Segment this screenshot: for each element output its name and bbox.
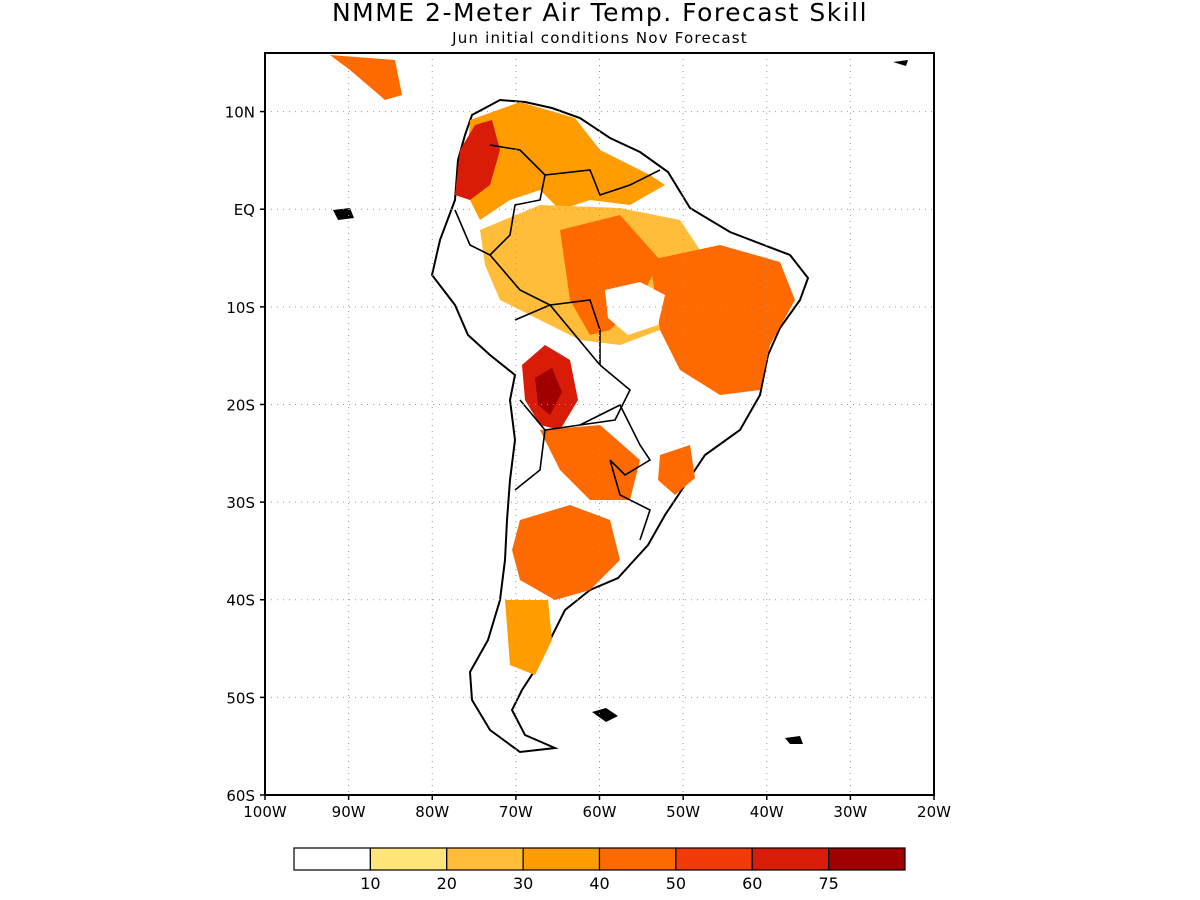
lat-tick-label: 10S <box>226 299 255 317</box>
map-subtitle: Jun initial conditions Nov Forecast <box>452 29 748 47</box>
colorbar-swatch <box>828 847 906 871</box>
skill-patch-cerrado-white <box>605 282 665 335</box>
colorbar-swatch <box>369 847 448 871</box>
skill-patch-argentina <box>512 505 620 600</box>
lon-tick-label: 40W <box>750 803 784 821</box>
country-borders <box>454 144 661 541</box>
colorbar-label: 60 <box>742 874 762 893</box>
colorbar-swatch <box>751 847 830 871</box>
skill-field <box>330 55 908 754</box>
lat-tick-label: 50S <box>226 689 255 707</box>
gridlines <box>265 53 934 795</box>
islands <box>333 60 908 744</box>
skill-patch-andes-north <box>455 120 500 200</box>
lon-tick-label: 50W <box>666 803 700 821</box>
colorbar-label: 75 <box>818 874 838 893</box>
colorbar-label: 10 <box>360 874 380 893</box>
lat-tick-label: 30S <box>226 494 255 512</box>
axes: 100W 90W 80W 70W 60W 50W 40W 30W 20W 10N EQ 10S 20S 3… <box>225 104 951 821</box>
skill-patch-bolivia-core <box>535 368 562 415</box>
lat-tick-label: 40S <box>226 592 255 610</box>
skill-patch-chaco <box>540 425 640 500</box>
skill-patch-central-america <box>330 55 402 100</box>
lat-tick-label: 60S <box>226 787 255 805</box>
lat-tick-label: 10N <box>225 104 255 122</box>
colorbar-swatch <box>446 847 524 871</box>
colorbar-label: 40 <box>589 874 609 893</box>
map-title: NMME 2-Meter Air Temp. Forecast Skill <box>331 0 869 27</box>
lon-tick-label: 80W <box>415 803 449 821</box>
skill-patch-brazil-east <box>650 245 795 395</box>
colorbar-label: 30 <box>513 874 533 893</box>
colorbar-swatch <box>675 847 753 871</box>
lat-tick-label: 20S <box>226 396 255 414</box>
colorbar-swatch <box>522 847 601 871</box>
skill-patch-southeast <box>658 445 695 495</box>
lon-tick-label: 90W <box>332 803 366 821</box>
colorbar-label: 50 <box>666 874 686 893</box>
lon-tick-label: 100W <box>243 803 287 821</box>
skill-patch-patagonia <box>505 600 552 675</box>
lon-tick-label: 20W <box>917 803 951 821</box>
colorbar-swatch <box>293 847 371 871</box>
lat-tick-label: EQ <box>234 201 255 219</box>
colorbar: 10 20 30 40 50 60 75 <box>293 847 906 893</box>
lon-tick-label: 60W <box>583 803 617 821</box>
lon-tick-label: 70W <box>499 803 533 821</box>
colorbar-swatch <box>598 847 677 871</box>
colorbar-label: 20 <box>437 874 457 893</box>
lon-tick-label: 30W <box>833 803 867 821</box>
